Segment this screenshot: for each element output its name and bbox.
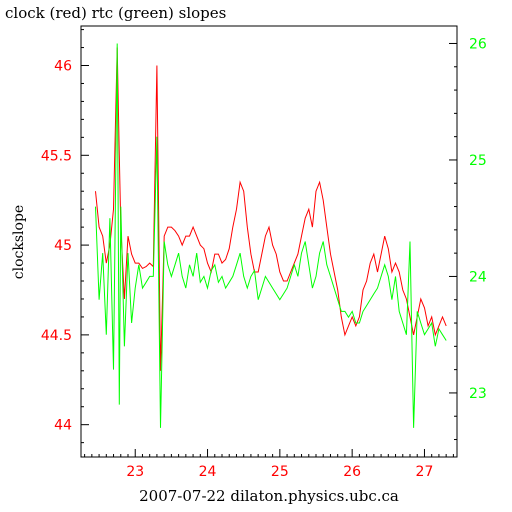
x-axis-ticks: 23 24 25 26 27 [84,449,454,480]
left-tick-label: 46 [54,59,72,75]
x-axis-label: 2007-07-22 dilaton.physics.ubc.ca [139,487,399,505]
left-tick-label: 45 [54,238,72,254]
x-tick-label: 23 [126,464,144,480]
series-layer [95,43,447,428]
x-tick-label: 26 [343,464,361,480]
right-tick-label: 26 [469,36,487,52]
right-tick-label: 24 [469,269,487,285]
left-axis-ticks: 44 44.5 45 45.5 46 [41,29,89,444]
left-tick-label: 44.5 [41,328,72,344]
plot-frame [80,25,458,458]
right-axis-ticks: 23 24 25 26 [449,36,487,441]
right-tick-label: 23 [469,386,487,402]
left-tick-label: 44 [54,418,72,434]
right-tick-label: 25 [469,153,487,169]
clock-series-line [95,47,447,371]
x-tick-label: 25 [271,464,289,480]
left-tick-label: 45.5 [41,148,72,164]
chart-title: clock (red) rtc (green) slopes [5,4,226,22]
rtc-series-line [95,43,447,428]
x-tick-label: 24 [199,464,217,480]
x-tick-label: 27 [416,464,434,480]
y-axis-label: clockslope [11,205,27,279]
